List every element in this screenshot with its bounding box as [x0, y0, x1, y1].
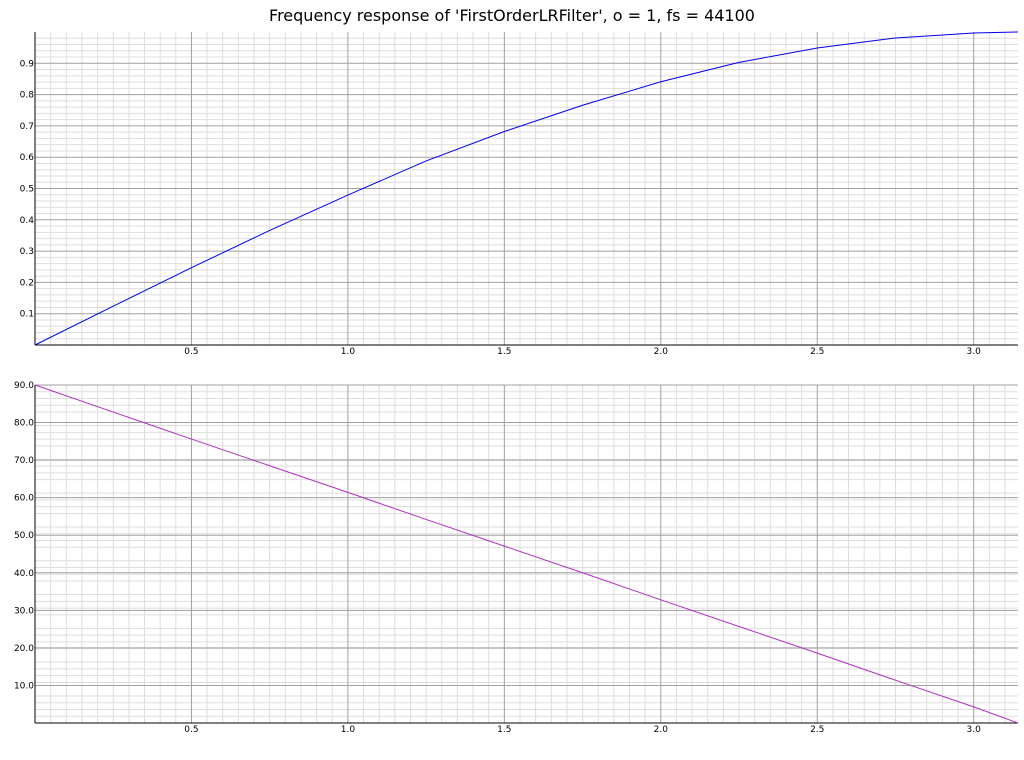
magnitude-panel: 0.5 1.0 1.5 2.0 2.5 3.0 0.1 0.2 0.3 0.4 0.5 0.6 0.7 0…: [20, 31, 1019, 357]
y-tick-label: 20.0: [14, 644, 34, 654]
series-line: [34, 384, 1019, 724]
x-tick-label: 3.0: [967, 347, 982, 357]
x-tick-label: 2.5: [810, 725, 824, 735]
y-tick-label: 0.3: [20, 247, 34, 257]
y-tick-label: 0.8: [20, 91, 35, 101]
y-tick-label: 60.0: [14, 494, 34, 504]
y-tick-label: 0.2: [20, 278, 34, 288]
x-tick-label: 0.5: [184, 347, 198, 357]
y-tick-label: 10.0: [14, 681, 34, 691]
y-tick-label: 0.4: [20, 216, 35, 226]
x-tick-label: 1.5: [497, 725, 511, 735]
phase-panel: 0.5 1.0 1.5 2.0 2.5 3.0 10.0 20.0 30.0 40.0 50.0 60…: [14, 381, 1019, 735]
x-tick-label: 2.5: [810, 347, 824, 357]
y-tick-label: 90.0: [14, 381, 34, 391]
y-tick-label: 50.0: [14, 531, 34, 541]
x-tick-label: 3.0: [967, 725, 982, 735]
y-tick-label: 40.0: [14, 569, 34, 579]
chart-title: Frequency response of 'FirstOrderLRFilte…: [269, 6, 755, 25]
y-tick-label: 70.0: [14, 456, 34, 466]
y-tick-label: 0.1: [20, 310, 34, 320]
y-tick-label: 30.0: [14, 606, 34, 616]
y-tick-label: 0.9: [20, 59, 35, 69]
x-tick-label: 1.5: [497, 347, 511, 357]
x-tick-label: 2.0: [654, 347, 669, 357]
x-tick-label: 1.0: [341, 725, 356, 735]
y-tick-label: 0.7: [20, 122, 34, 132]
y-tick-label: 80.0: [14, 419, 34, 429]
x-tick-label: 2.0: [654, 725, 669, 735]
x-tick-label: 1.0: [341, 347, 356, 357]
y-tick-label: 0.5: [20, 185, 34, 195]
x-tick-label: 0.5: [184, 725, 198, 735]
y-tick-label: 0.6: [20, 153, 35, 163]
series-line: [34, 31, 1019, 346]
